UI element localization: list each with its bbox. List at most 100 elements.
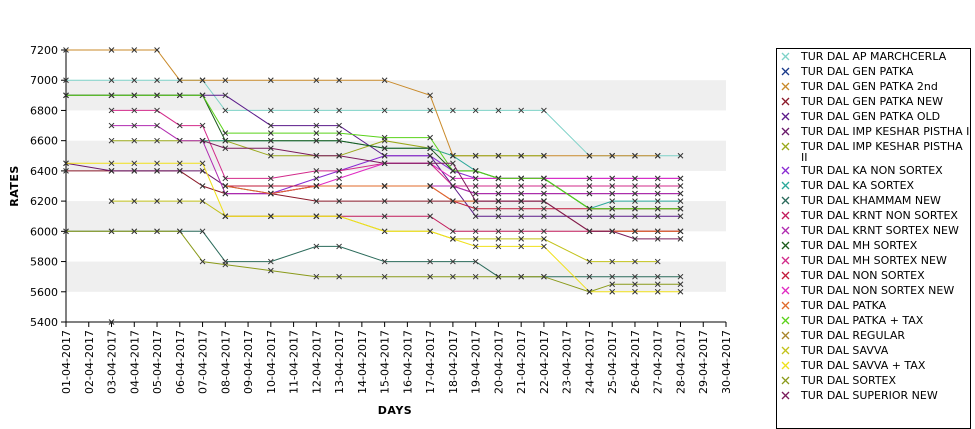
data-point bbox=[677, 236, 684, 242]
data-point bbox=[267, 258, 274, 265]
data-point bbox=[586, 175, 593, 182]
data-point bbox=[313, 213, 320, 220]
data-point bbox=[131, 160, 138, 167]
data-point bbox=[654, 236, 661, 242]
legend-label: TUR DAL PATKA + TAX bbox=[801, 314, 924, 327]
data-point bbox=[654, 258, 661, 265]
data-point bbox=[632, 273, 638, 280]
legend-item: TUR DAL GEN PATKA NEW bbox=[777, 94, 970, 109]
x-tick-label: 28-04-2017 bbox=[674, 330, 687, 394]
data-point bbox=[63, 92, 69, 99]
data-point bbox=[108, 198, 115, 204]
data-point bbox=[586, 213, 593, 220]
data-point bbox=[541, 243, 547, 250]
data-point bbox=[63, 168, 69, 174]
data-point bbox=[108, 47, 115, 53]
data-point bbox=[108, 168, 115, 174]
data-point bbox=[609, 273, 616, 280]
chart-legend: TUR DAL AP MARCHCERLA TUR DAL GEN PATKA TU… bbox=[776, 48, 971, 429]
y-tick-label: 5600 bbox=[30, 286, 58, 299]
x-tick-label: 18-04-2017 bbox=[447, 330, 460, 394]
data-point bbox=[108, 137, 115, 144]
data-point bbox=[381, 183, 388, 189]
data-point bbox=[154, 160, 160, 167]
legend-label: TUR DAL IMP KESHAR PISTHA II bbox=[801, 140, 963, 164]
data-point bbox=[495, 198, 502, 204]
x-tick-label: 23-04-2017 bbox=[561, 330, 574, 394]
data-point bbox=[632, 183, 638, 189]
data-point bbox=[154, 228, 160, 235]
data-point bbox=[677, 228, 684, 235]
legend-label: TUR DAL PATKA bbox=[801, 299, 887, 312]
legend-label: TUR DAL SUPERIOR NEW bbox=[801, 389, 938, 402]
data-point bbox=[472, 258, 479, 265]
legend-marker-icon bbox=[781, 211, 790, 220]
series-line bbox=[66, 230, 681, 293]
legend-item: TUR DAL KRNT NON SORTEX bbox=[777, 208, 970, 223]
data-point bbox=[154, 77, 160, 84]
data-point bbox=[677, 152, 684, 159]
data-point bbox=[336, 198, 342, 204]
data-point bbox=[632, 152, 638, 159]
data-point bbox=[427, 183, 433, 189]
legend-label: TUR DAL IMP KESHAR PISTHA I bbox=[801, 125, 970, 138]
legend-label: TUR DAL KRNT NON SORTEX bbox=[801, 209, 958, 222]
x-tick-label: 21-04-2017 bbox=[515, 330, 528, 394]
data-point bbox=[632, 288, 638, 295]
data-point bbox=[541, 183, 547, 189]
x-tick-label: 13-04-2017 bbox=[333, 330, 346, 394]
legend-item: TUR DAL REGULAR bbox=[777, 328, 970, 343]
data-point bbox=[154, 92, 160, 99]
data-point bbox=[495, 175, 502, 182]
data-point bbox=[677, 198, 684, 204]
data-point bbox=[495, 107, 502, 114]
data-point bbox=[541, 190, 547, 197]
data-point bbox=[313, 198, 320, 204]
data-point bbox=[381, 77, 388, 84]
data-point bbox=[586, 152, 593, 159]
data-point bbox=[222, 183, 229, 189]
y-tick-label: 6600 bbox=[30, 135, 58, 148]
data-point bbox=[654, 213, 661, 220]
data-point bbox=[586, 288, 593, 295]
legend-marker-icon bbox=[781, 301, 790, 310]
data-point bbox=[632, 190, 638, 197]
legend-item: TUR DAL MH SORTEX bbox=[777, 238, 970, 253]
legend-marker-icon bbox=[781, 97, 790, 106]
data-point bbox=[677, 175, 684, 182]
legend-item: TUR DAL SORTEX bbox=[777, 373, 970, 388]
legend-label: TUR DAL KA SORTEX bbox=[801, 179, 915, 192]
legend-marker-icon bbox=[781, 346, 790, 355]
data-point bbox=[267, 183, 274, 189]
data-point bbox=[222, 213, 229, 220]
data-point bbox=[199, 122, 206, 129]
data-point bbox=[313, 122, 320, 129]
data-point bbox=[336, 183, 342, 189]
data-point bbox=[472, 183, 479, 189]
data-point bbox=[654, 190, 661, 197]
data-point bbox=[609, 198, 616, 204]
legend-marker-icon bbox=[781, 142, 790, 151]
data-point bbox=[267, 77, 274, 84]
x-tick-label: 27-04-2017 bbox=[652, 330, 665, 394]
data-point bbox=[63, 160, 69, 167]
y-tick-label: 5800 bbox=[30, 256, 58, 269]
data-point bbox=[518, 273, 525, 280]
data-point bbox=[176, 122, 183, 129]
data-point bbox=[654, 152, 661, 159]
data-point bbox=[336, 243, 342, 250]
legend-marker-icon bbox=[781, 271, 790, 280]
data-point bbox=[336, 168, 342, 174]
data-point bbox=[199, 92, 206, 99]
data-point bbox=[222, 145, 229, 152]
data-point bbox=[495, 152, 502, 159]
data-point bbox=[427, 134, 433, 141]
x-tick-label: 30-04-2017 bbox=[720, 330, 733, 394]
data-point bbox=[495, 205, 502, 212]
data-point bbox=[199, 228, 206, 235]
data-point bbox=[609, 228, 616, 235]
x-tick-label: 25-04-2017 bbox=[606, 330, 619, 394]
data-point bbox=[313, 152, 320, 159]
data-point bbox=[632, 236, 638, 242]
data-point bbox=[267, 130, 274, 136]
